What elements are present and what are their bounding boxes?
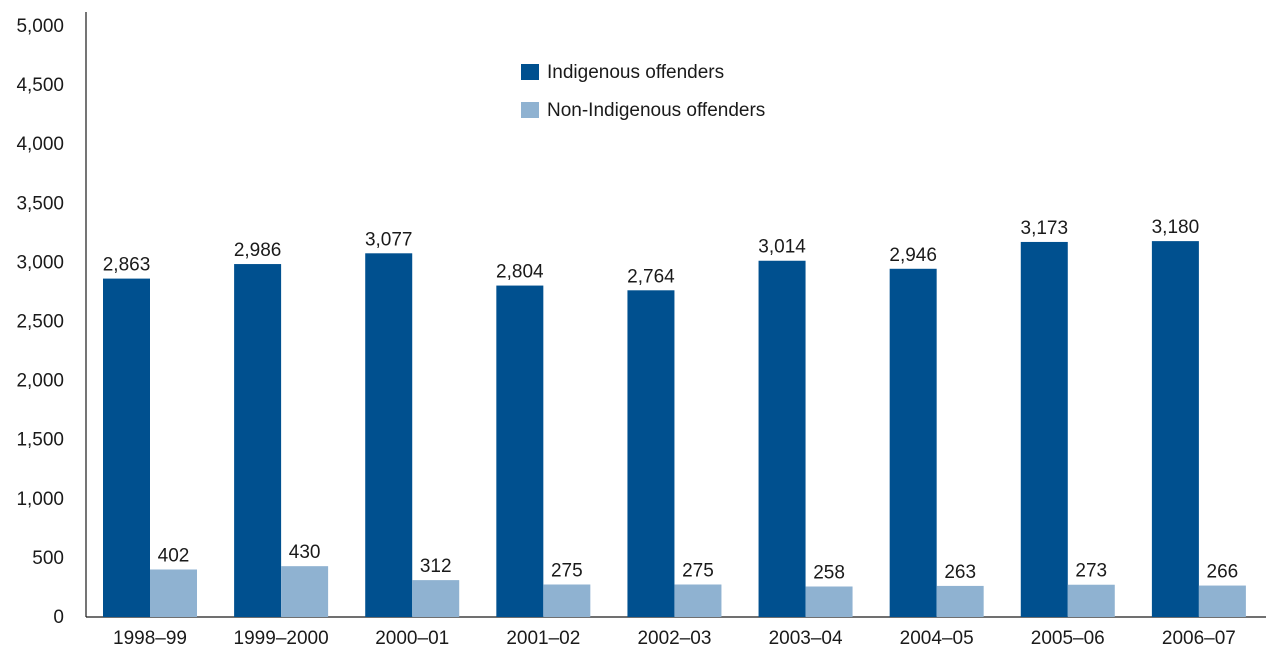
bar-non-indigenous bbox=[543, 584, 591, 617]
bar-non-indigenous bbox=[1198, 585, 1246, 617]
data-label-indigenous: 3,014 bbox=[758, 237, 806, 258]
legend-label-indigenous: Indigenous offenders bbox=[547, 62, 724, 83]
x-tick-label: 2002–03 bbox=[637, 628, 711, 649]
y-tick-label: 4,500 bbox=[16, 75, 64, 96]
bar-non-indigenous bbox=[936, 585, 984, 617]
y-tick-label: 3,000 bbox=[16, 252, 64, 273]
data-label-non-indigenous: 273 bbox=[1075, 561, 1107, 582]
data-label-non-indigenous: 263 bbox=[944, 562, 976, 583]
bars bbox=[103, 241, 1246, 618]
y-tick-label: 3,500 bbox=[16, 193, 64, 214]
data-label-indigenous: 2,804 bbox=[496, 262, 544, 283]
legend-swatch-indigenous bbox=[521, 64, 539, 80]
bar-indigenous bbox=[889, 268, 937, 617]
bar-indigenous bbox=[496, 285, 544, 617]
data-label-indigenous: 2,946 bbox=[889, 245, 937, 266]
data-label-indigenous: 3,180 bbox=[1152, 217, 1200, 238]
bar-indigenous bbox=[758, 260, 806, 617]
bar-non-indigenous bbox=[412, 580, 460, 617]
y-tick-label: 4,000 bbox=[16, 134, 64, 155]
legend-label-non-indigenous: Non-Indigenous offenders bbox=[547, 100, 765, 121]
data-label-non-indigenous: 402 bbox=[158, 545, 190, 566]
bar-indigenous bbox=[365, 253, 413, 618]
x-axis: 1998–99 1999–2000 2000–01 2001–02 2002–03 200… bbox=[86, 616, 1266, 649]
data-label-indigenous: 2,863 bbox=[103, 255, 151, 276]
bar-non-indigenous bbox=[674, 584, 722, 617]
data-label-non-indigenous: 266 bbox=[1207, 562, 1239, 583]
x-tick-label: 1998–99 bbox=[113, 628, 187, 649]
legend-swatch-non-indigenous bbox=[521, 102, 539, 118]
x-tick-label: 1999–2000 bbox=[234, 628, 329, 649]
data-label-non-indigenous: 430 bbox=[289, 542, 321, 563]
data-label-indigenous: 3,173 bbox=[1021, 218, 1069, 239]
y-axis: 0 500 1,000 1,500 2,000 2,500 3,000 3,500 4,000 4… bbox=[16, 12, 87, 628]
y-tick-label: 1,000 bbox=[16, 489, 64, 510]
bar-non-indigenous bbox=[150, 569, 197, 617]
x-tick-label: 2005–06 bbox=[1031, 628, 1105, 649]
data-label-non-indigenous: 275 bbox=[682, 560, 714, 581]
y-tick-label: 2,000 bbox=[16, 371, 64, 392]
y-tick-label: 0 bbox=[53, 607, 64, 628]
data-label-non-indigenous: 275 bbox=[551, 560, 583, 581]
y-tick-label: 1,500 bbox=[16, 430, 64, 451]
bar-indigenous bbox=[103, 278, 150, 617]
legend: Indigenous offenders Non-Indigenous offen… bbox=[521, 62, 765, 121]
y-tick-label: 5,000 bbox=[16, 16, 64, 37]
data-labels: 2,863 402 2,986 430 3,077 312 2,804 275 2,764 275… bbox=[103, 217, 1239, 583]
x-tick-label: 2001–02 bbox=[506, 628, 580, 649]
data-label-indigenous: 2,764 bbox=[627, 266, 675, 287]
data-label-non-indigenous: 312 bbox=[420, 556, 452, 577]
bar-indigenous bbox=[1151, 241, 1199, 617]
bar-indigenous bbox=[1020, 241, 1068, 617]
bar-non-indigenous bbox=[281, 566, 329, 617]
x-tick-label: 2000–01 bbox=[375, 628, 449, 649]
data-label-indigenous: 3,077 bbox=[365, 229, 413, 250]
data-label-non-indigenous: 258 bbox=[813, 563, 845, 584]
data-label-indigenous: 2,986 bbox=[234, 240, 282, 261]
bar-non-indigenous bbox=[805, 586, 853, 617]
bar-indigenous bbox=[234, 264, 282, 617]
x-tick-label: 2006–07 bbox=[1162, 628, 1236, 649]
y-tick-label: 500 bbox=[32, 548, 64, 569]
x-tick-label: 2004–05 bbox=[900, 628, 974, 649]
x-tick-label: 2003–04 bbox=[769, 628, 843, 649]
bar-non-indigenous bbox=[1067, 584, 1115, 617]
y-tick-label: 2,500 bbox=[16, 312, 64, 333]
bar-indigenous bbox=[627, 290, 675, 617]
